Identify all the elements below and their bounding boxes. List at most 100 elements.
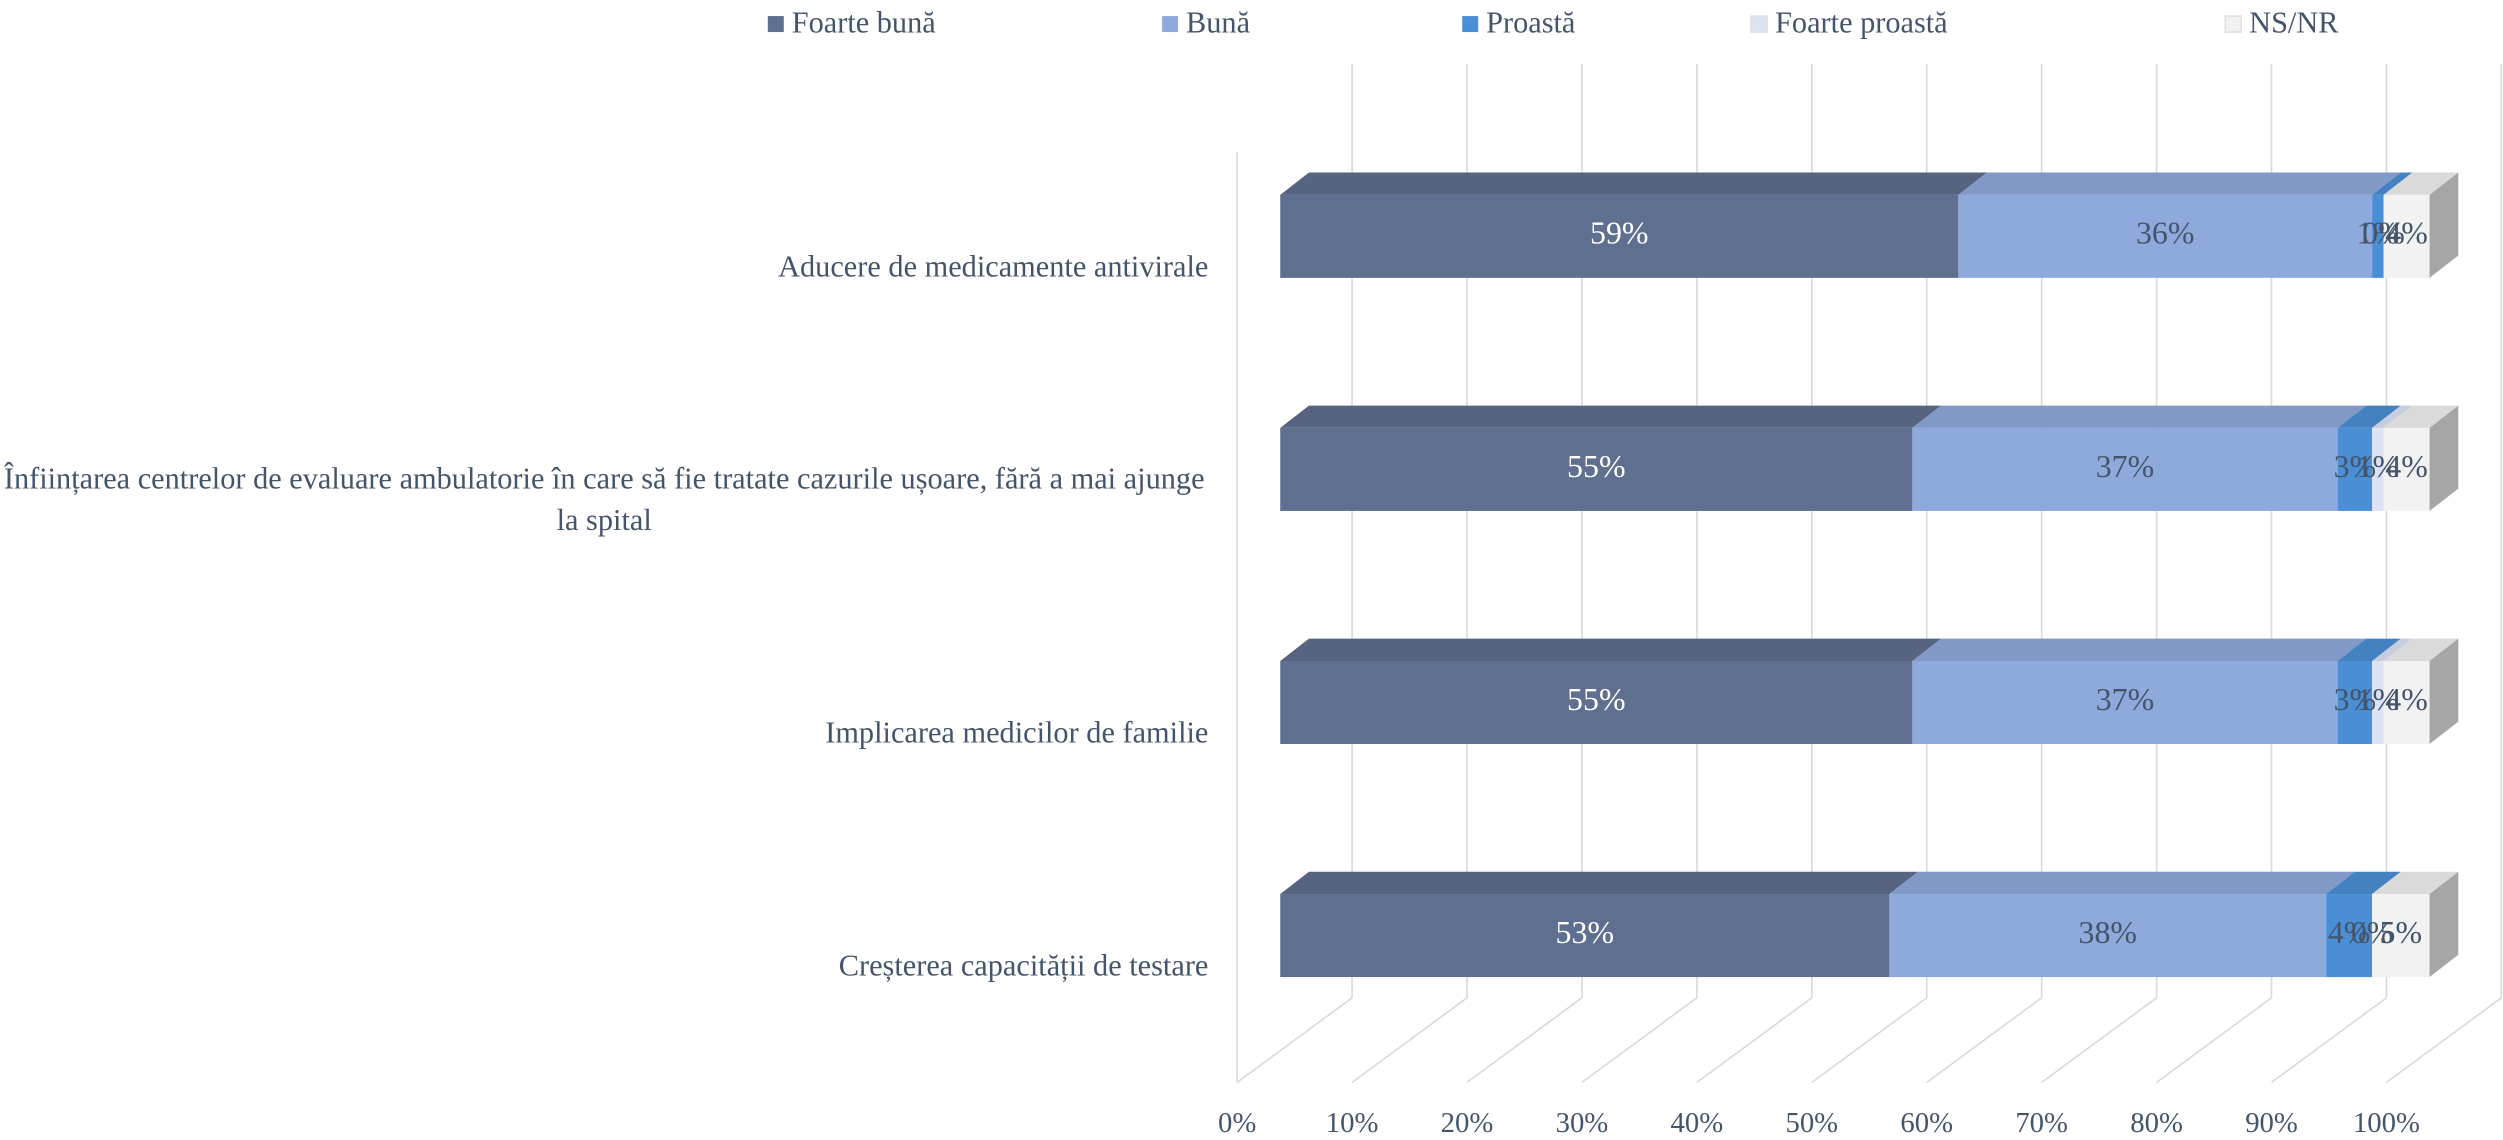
bar — [2372, 894, 2430, 978]
bar — [2326, 894, 2373, 978]
bar — [2383, 427, 2430, 511]
legend-label: NS/NR — [2249, 6, 2339, 40]
bar-top — [2337, 405, 2401, 428]
value-label: 0% — [2351, 915, 2394, 950]
floor-line — [1811, 997, 1928, 1084]
x-tick-label: 0% — [1218, 1107, 1256, 1139]
category-text: Creșterea capacității de testare — [838, 949, 1209, 984]
category-label: Înființarea centrelor de evaluare ambula… — [3, 463, 1205, 539]
x-tick-label: 30% — [1556, 1107, 1609, 1139]
category-label: Aducere de medicamente antivirale — [778, 250, 1209, 285]
value-label: 53% — [1556, 915, 1615, 950]
bar-top — [1889, 871, 2355, 895]
bar-top — [2383, 405, 2459, 428]
bar-top — [2372, 405, 2413, 428]
floor-line — [2041, 997, 2158, 1084]
bar-top — [1280, 172, 1988, 195]
bar — [1912, 660, 2338, 744]
value-label: 3% — [2334, 682, 2377, 717]
legend-label: Proastă — [1486, 6, 1576, 40]
category-label: Creșterea capacității de testare — [838, 949, 1209, 984]
legend-swatch — [1462, 16, 1479, 33]
legend-label: Bună — [1186, 6, 1251, 40]
legend-swatch — [767, 16, 784, 33]
bar-top — [2383, 172, 2459, 195]
legend-label: Foarte bună — [792, 6, 936, 40]
legend-swatch — [1162, 16, 1179, 33]
bar-side — [2429, 405, 2459, 511]
value-label: 1% — [2357, 216, 2400, 251]
bar-top — [1912, 405, 2367, 428]
value-label: 4% — [2328, 915, 2371, 950]
x-tick-label: 20% — [1441, 1107, 1494, 1139]
bar — [2372, 194, 2384, 278]
bar-top — [1958, 172, 2401, 195]
bar-top — [2383, 638, 2459, 661]
bar-side — [2429, 638, 2459, 744]
bar-top — [1912, 638, 2367, 661]
bar-top — [2326, 871, 2401, 895]
floor-line — [1236, 997, 1353, 1084]
floor-line — [2271, 997, 2387, 1084]
bar-top — [1280, 638, 1942, 661]
floor-line — [1926, 997, 2043, 1084]
value-label: 5% — [2380, 915, 2423, 950]
legend-swatch — [2224, 15, 2243, 33]
bar — [1889, 894, 2327, 978]
bar — [1280, 194, 1959, 278]
legend-swatch — [1750, 15, 1768, 33]
x-tick-label: 70% — [2015, 1107, 2068, 1139]
bar-top — [2372, 172, 2413, 195]
x-tick-label: 50% — [1785, 1107, 1838, 1139]
bar — [2337, 660, 2373, 744]
bar — [2383, 660, 2430, 744]
bar-top — [1280, 871, 1919, 895]
value-label: 4% — [2385, 216, 2428, 251]
bar — [2372, 660, 2384, 744]
category-label: Implicarea medicilor de familie — [825, 716, 1209, 751]
bar-side — [2429, 172, 2459, 278]
bar-side — [2429, 871, 2459, 978]
value-label: 4% — [2385, 449, 2428, 484]
x-tick-label: 80% — [2130, 1107, 2183, 1139]
bar — [1912, 427, 2338, 511]
value-label: 4% — [2385, 682, 2428, 717]
value-label: 1% — [2357, 449, 2400, 484]
category-text: Implicarea medicilor de familie — [825, 716, 1209, 751]
value-label: 0% — [2362, 216, 2405, 251]
value-label: 59% — [1590, 216, 1649, 251]
value-label: 37% — [2096, 682, 2155, 717]
floor-line — [1466, 997, 1583, 1084]
x-tick-label: 100% — [2353, 1107, 2420, 1139]
value-label: 36% — [2136, 216, 2195, 251]
value-label: 55% — [1567, 682, 1626, 717]
bar — [2383, 194, 2430, 278]
bar — [2372, 427, 2384, 511]
x-tick-label: 40% — [1671, 1107, 1724, 1139]
value-label: 38% — [2079, 915, 2138, 950]
bar — [1958, 194, 2373, 278]
value-label: 3% — [2334, 449, 2377, 484]
floor-line — [2385, 997, 2502, 1084]
value-label: 1% — [2357, 682, 2400, 717]
bar — [2337, 427, 2373, 511]
legend-label: Foarte proastă — [1775, 6, 1948, 40]
category-text: Înființarea centrelor de evaluare ambula… — [3, 463, 1205, 539]
value-label: 55% — [1567, 449, 1626, 484]
x-tick-label: 90% — [2245, 1107, 2298, 1139]
floor-line — [1696, 997, 1813, 1084]
floor-line — [1351, 997, 1468, 1084]
floor-line — [1581, 997, 1698, 1084]
floor-line — [2156, 997, 2273, 1084]
bar — [1280, 660, 1913, 744]
x-tick-label: 10% — [1326, 1107, 1379, 1139]
bar — [1280, 894, 1890, 978]
x-tick-label: 60% — [1900, 1107, 1953, 1139]
category-text: Aducere de medicamente antivirale — [778, 250, 1209, 285]
bar — [1280, 427, 1913, 511]
bar-top — [1280, 405, 1942, 428]
value-label: 37% — [2096, 449, 2155, 484]
bar-top — [2337, 638, 2401, 661]
bar-top — [2372, 638, 2413, 661]
